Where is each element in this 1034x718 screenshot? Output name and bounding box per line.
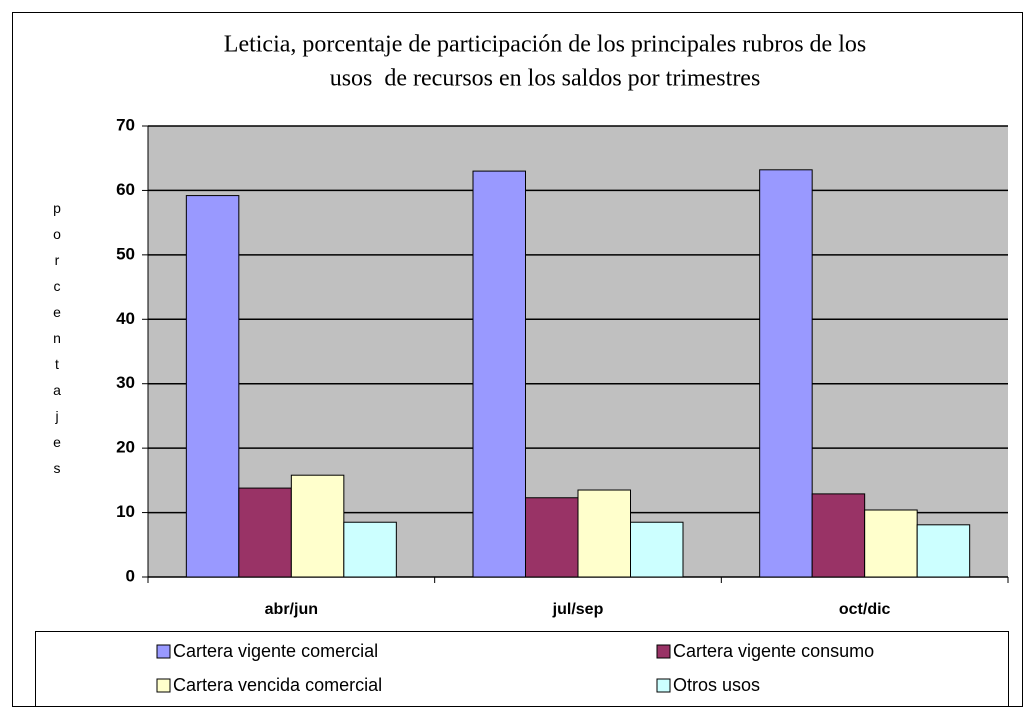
legend-swatch xyxy=(656,678,671,693)
legend-swatch xyxy=(656,644,671,659)
bar xyxy=(577,489,631,578)
y-axis-label: porcentajes xyxy=(49,200,65,486)
bar xyxy=(185,195,240,578)
y-tick-label: 30 xyxy=(116,373,135,392)
y-tick-label: 50 xyxy=(116,244,135,263)
x-tick-label: jul/sep xyxy=(552,601,604,618)
legend-label: Cartera vencida comercial xyxy=(173,675,382,695)
x-tick-label: abr/jun xyxy=(265,601,318,618)
chart-title: Leticia, porcentaje de participación de … xyxy=(224,32,866,58)
bar xyxy=(759,169,813,578)
x-tick-label: oct/dic xyxy=(839,601,891,618)
y-tick-label: 70 xyxy=(116,115,135,134)
bar xyxy=(811,493,866,578)
bar xyxy=(525,497,579,578)
bar xyxy=(238,487,292,578)
bar xyxy=(864,509,918,578)
y-tick-label: 0 xyxy=(126,566,135,585)
legend-label: Otros usos xyxy=(673,675,760,695)
legend-label: Cartera vigente comercial xyxy=(173,641,378,661)
y-tick-label: 20 xyxy=(116,438,135,457)
legend-swatch xyxy=(156,678,171,693)
legend-label: Cartera vigente consumo xyxy=(673,641,874,661)
bar xyxy=(630,521,684,578)
legend xyxy=(35,631,1009,707)
chart-title: usos de recursos en los saldos por trime… xyxy=(330,66,761,92)
bar xyxy=(472,170,526,578)
y-tick-label: 40 xyxy=(116,309,135,328)
bar xyxy=(343,521,397,578)
legend-swatch xyxy=(156,644,171,659)
bar xyxy=(916,524,971,578)
y-tick-label: 60 xyxy=(116,180,135,199)
bar xyxy=(290,474,345,578)
y-tick-label: 10 xyxy=(116,502,135,521)
